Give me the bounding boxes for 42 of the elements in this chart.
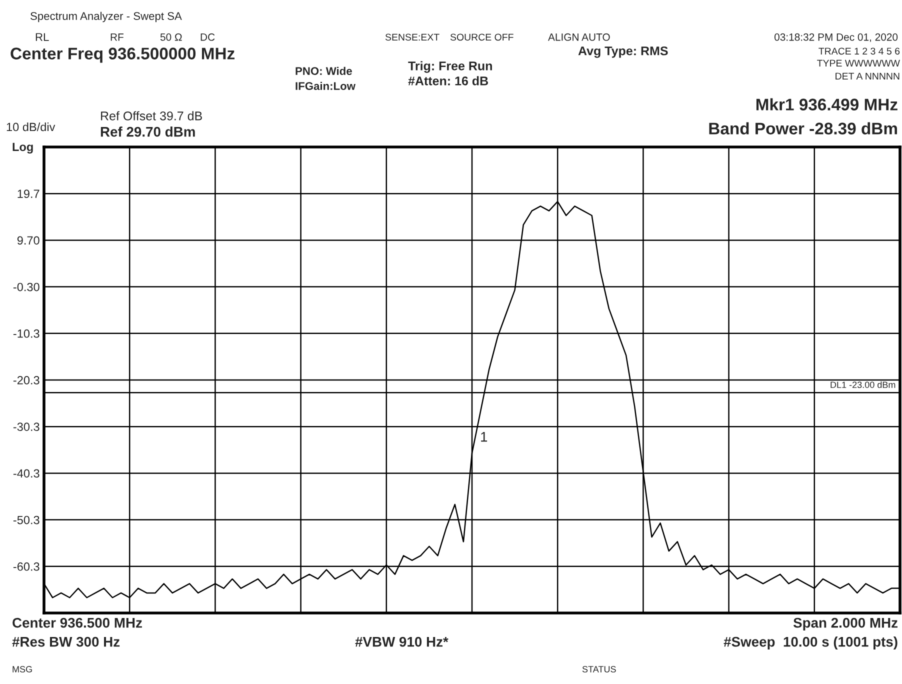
y-tick-label: -50.3: [13, 516, 40, 524]
text: IFGain:Low: [296, 82, 356, 90]
source-note: SOURCE OFF: [450, 34, 514, 41]
text: Center 936.500 MHz: [12, 618, 142, 628]
y-tick-label: -20.3: [13, 376, 40, 384]
text: 50 Ω: [160, 33, 182, 41]
text: Ref 29.70 dBm: [100, 126, 195, 137]
text: TRACE 1 2 3 4 5 6: [818, 48, 900, 55]
chart-title: Spectrum Analyzer - Swept SA: [30, 12, 182, 22]
text: STATUS: [582, 666, 616, 672]
text: #Res BW 300 Hz: [12, 636, 120, 647]
text: RL: [36, 33, 49, 41]
text: RF: [110, 34, 124, 41]
text: #Sweep 10.00 s (1001 pts): [724, 636, 898, 650]
y-tick-label: -30.3: [13, 422, 40, 431]
text: Band Power -28.39 dBm: [709, 122, 897, 134]
text: MSG: [12, 666, 32, 672]
text: Trig: Free Run: [408, 61, 492, 73]
text: DC: [200, 33, 215, 41]
y-tick-label: -40.3: [13, 469, 40, 478]
text: SENSE:EXT: [385, 34, 440, 41]
text: DET A NNNNN: [836, 72, 900, 80]
text: Span 2.000 MHz: [793, 618, 898, 630]
annotation: 1: [481, 432, 488, 442]
y-tick-label: -0.30: [13, 282, 40, 292]
text: ALIGN AUTO: [548, 33, 610, 41]
ref-line-label: DL1 -23.00 dBm: [830, 381, 896, 388]
text: TYPE WWWWWW: [817, 60, 900, 67]
y-tick-label: 19.7: [18, 190, 40, 198]
text: PNO: Wide: [296, 66, 352, 75]
text: #Atten: 16 dB: [408, 76, 488, 86]
text: #VBW 910 Hz*: [355, 636, 448, 647]
y-tick-label: -60.3: [13, 562, 40, 571]
text: Avg Type: RMS: [578, 46, 668, 58]
text: 03:18:32 PM Dec 01, 2020: [774, 33, 898, 42]
text: Ref Offset 39.7 dB: [101, 111, 202, 120]
text: Center Freq 936.500000 MHz: [10, 48, 235, 63]
y-tick-label: -10.3: [13, 329, 40, 338]
text: Mkr1 936.499 MHz: [756, 98, 898, 110]
text: Log: [12, 142, 33, 154]
y-tick-label: 9.70: [17, 236, 40, 245]
text: 10 dB/div: [6, 122, 56, 132]
